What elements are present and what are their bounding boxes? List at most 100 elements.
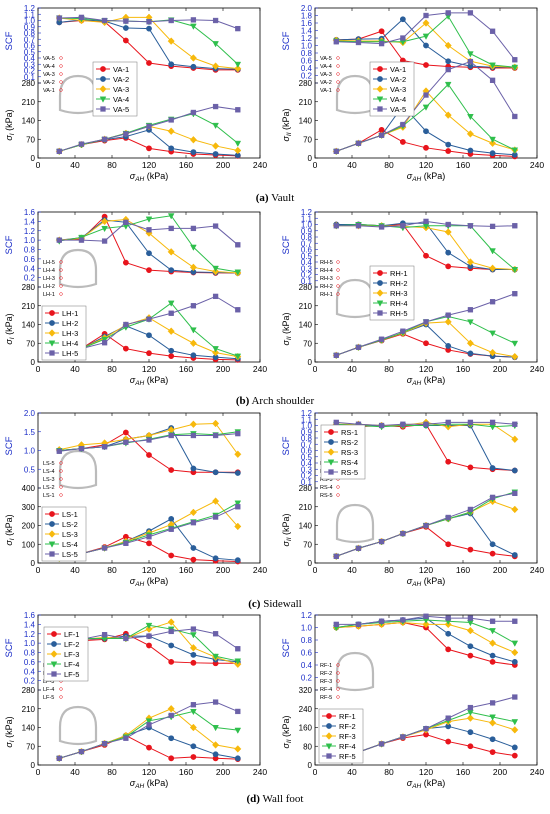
section-label: LH-2	[43, 284, 55, 290]
legend-label: RS-5	[341, 468, 358, 477]
legend-label: RF-2	[339, 722, 356, 731]
scf-point	[466, 626, 474, 635]
scf-point	[445, 630, 452, 637]
stress-point	[212, 699, 219, 705]
scf-point	[355, 621, 362, 628]
stress-point	[101, 340, 108, 346]
stress-axis-label: σI (kPa)	[4, 313, 16, 344]
section-label: LS-4	[43, 469, 55, 475]
scf-axis-label: SCF	[4, 638, 15, 657]
section-label: VA-1	[43, 88, 55, 94]
stress-point	[489, 550, 496, 557]
stress-point	[422, 104, 430, 111]
legend: VA-1VA-2VA-3VA-4VA-5	[369, 61, 415, 117]
stress-axis-label: σII (kPa)	[281, 715, 293, 748]
section-label: VA-3	[320, 72, 332, 78]
scf-point	[423, 62, 429, 68]
scf-tick-label: 0.8	[301, 233, 313, 242]
section-label: RH-3	[320, 276, 333, 282]
scf-point	[489, 419, 496, 426]
stress-tick-label: 210	[22, 302, 36, 311]
caption-wall-foot: (d) Wall foot	[0, 793, 550, 805]
stress-point	[489, 494, 496, 501]
legend-marker	[49, 310, 55, 316]
series-lf-5	[56, 626, 241, 761]
stress-point	[378, 538, 385, 545]
scf-point	[333, 621, 339, 628]
scf-tick-label: 0.2	[301, 271, 313, 280]
scf-point	[423, 613, 429, 619]
scf-point	[378, 422, 385, 429]
x-tick-label: 0	[313, 160, 318, 170]
section-point	[336, 56, 340, 60]
stress-tick-label: 140	[299, 117, 313, 126]
scf-tick-label: 1.6	[24, 208, 36, 217]
x-tick-label: 40	[70, 565, 80, 575]
scf-point	[101, 444, 108, 450]
stress-point	[467, 58, 474, 65]
chart-rh: 0 40 80 120 160 200 2400.10.20.30.40.50.60.70.…	[281, 208, 544, 387]
stress-point	[355, 140, 362, 146]
scf-tick-label: 1.2	[301, 409, 313, 418]
stress-axis-label: σII (kPa)	[281, 513, 293, 546]
scf-point	[190, 23, 197, 30]
stress-point	[146, 332, 152, 339]
legend-marker	[100, 106, 106, 112]
section-labels: VA-5 VA-4 VA-3 VA-2 VA-1	[320, 56, 340, 94]
scf-tick-label: 1.6	[24, 611, 36, 620]
scf-point	[511, 64, 519, 71]
tunnel-outline	[335, 278, 375, 319]
legend-label: LH-3	[62, 329, 78, 338]
stress-point	[122, 345, 129, 352]
scf-line	[336, 223, 515, 270]
scf-tick-label: 0.9	[24, 23, 36, 32]
stress-axis-label: σII (kPa)	[281, 312, 293, 345]
scf-line	[336, 223, 516, 270]
scf-point	[190, 17, 197, 23]
scf-axis-label: SCF	[4, 235, 15, 254]
scf-point	[78, 237, 85, 243]
caption-arch-shoulder-text: Arch shoulder	[251, 395, 315, 407]
scf-point	[190, 659, 197, 666]
stress-point	[378, 132, 385, 138]
stress-point	[190, 303, 197, 309]
scf-point	[56, 448, 62, 454]
section-point	[59, 56, 63, 60]
section-point	[336, 276, 340, 280]
stress-point	[123, 735, 129, 741]
scf-point	[234, 61, 242, 68]
scf-tick-label: 0.3	[301, 465, 313, 474]
x-tick-label: 200	[493, 767, 507, 777]
stress-point	[511, 340, 519, 347]
stress-point	[189, 136, 197, 144]
stress-point	[467, 350, 474, 357]
scf-tick-label: 0.2	[301, 72, 313, 81]
scf-tick-label: 0.6	[301, 246, 313, 255]
stress-tick-label: 0	[31, 761, 36, 770]
caption-vault: (a) Vault	[0, 192, 550, 204]
x-tick-label: 160	[456, 364, 470, 374]
scf-point	[101, 238, 108, 244]
scf-point	[489, 465, 496, 471]
stress-point	[168, 310, 174, 316]
scf-point	[189, 644, 197, 652]
section-label: RS-3	[320, 477, 333, 483]
x-tick-label: 80	[107, 767, 117, 777]
stress-point	[400, 734, 406, 740]
scf-point	[123, 18, 129, 24]
stress-point	[190, 109, 197, 116]
legend-label: VA-4	[113, 95, 129, 104]
legend-label: RF-1	[339, 712, 356, 721]
section-point	[59, 284, 63, 288]
legend-marker	[377, 280, 383, 286]
scf-tick-label: 2.0	[24, 409, 36, 418]
x-tick-label: 200	[216, 160, 230, 170]
tunnel-outline	[58, 248, 98, 289]
legend-label: VA-5	[390, 105, 406, 114]
stress-point	[101, 336, 108, 343]
x-tick-label: 80	[107, 565, 117, 575]
stress-point	[145, 718, 153, 725]
stress-tick-label: 240	[299, 705, 313, 714]
stress-axis-label: σI (kPa)	[4, 716, 16, 747]
legend-label: LF-4	[64, 660, 79, 669]
